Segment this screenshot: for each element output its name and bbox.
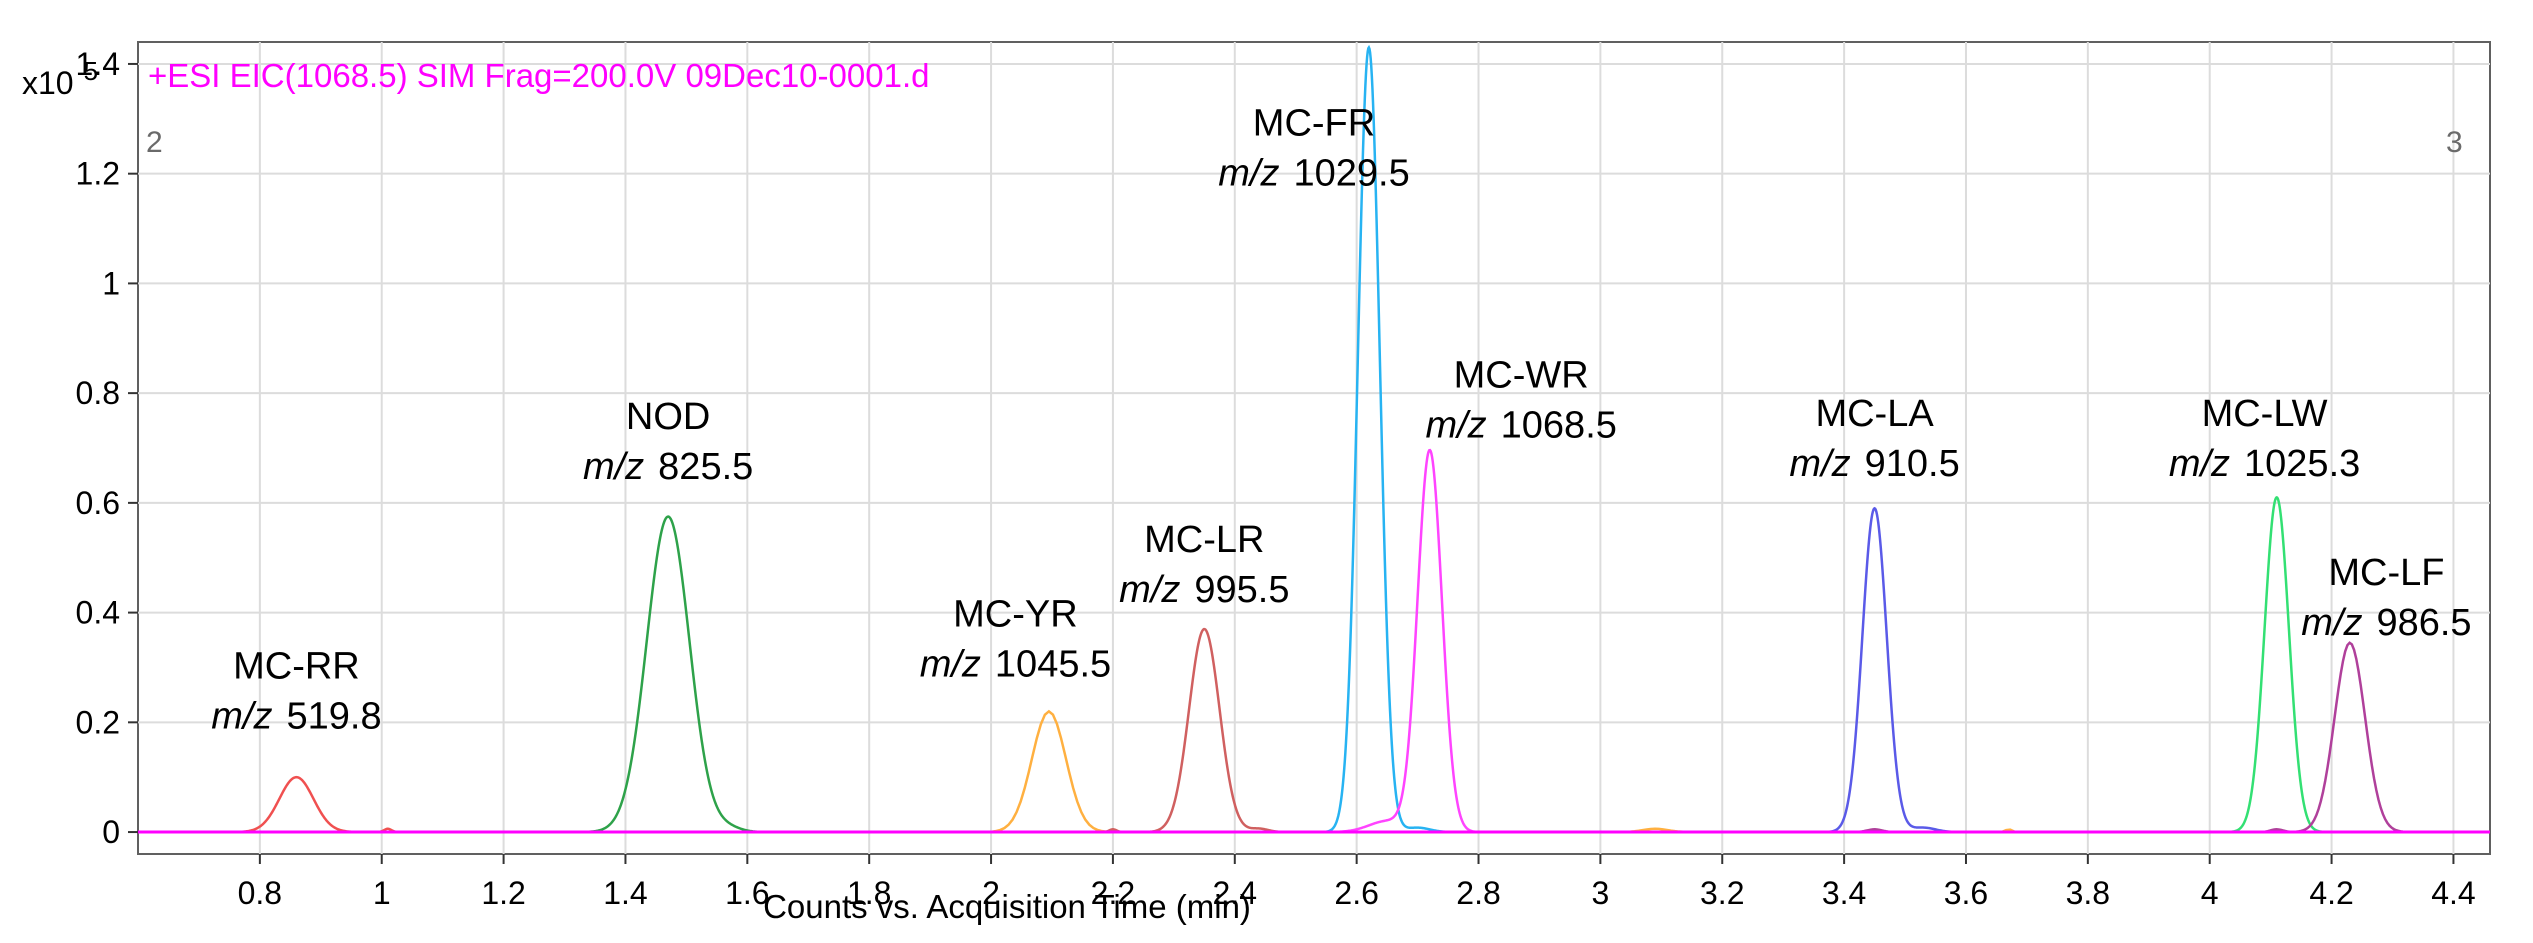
corner-left-label: 2 xyxy=(146,126,163,159)
mz-value: 1068.5 xyxy=(1501,405,1617,447)
peak-name-mc-lw: MC-LW xyxy=(2202,393,2328,435)
mz-prefix: m/z xyxy=(583,446,644,488)
x-tick-label: 3.8 xyxy=(2066,875,2110,911)
x-tick-label: 1.4 xyxy=(603,875,647,911)
mz-value: 1029.5 xyxy=(1293,152,1409,194)
x-tick-label: 1.8 xyxy=(847,875,891,911)
x-tick-label: 1.6 xyxy=(725,875,769,911)
series-trace-mc-rr xyxy=(219,775,405,834)
peak-name-mc-lr: MC-LR xyxy=(1144,519,1264,561)
peak-mz-mc-rr: m/z 519.8 xyxy=(211,695,381,737)
peak-name-mc-lf: MC-LF xyxy=(2328,552,2444,594)
x-tick-label: 3 xyxy=(1591,875,1609,911)
mz-prefix: m/z xyxy=(1425,405,1486,447)
peak-name-mc-fr: MC-FR xyxy=(1253,102,1375,144)
peak-name-mc-la: MC-LA xyxy=(1815,393,1934,435)
x-tick-label: 3.4 xyxy=(1822,875,1866,911)
x-tick-label: 3.6 xyxy=(1944,875,1988,911)
series-trace-nod xyxy=(572,515,784,834)
y-scale-base: x10 xyxy=(22,65,74,101)
series-trace-mc-lr xyxy=(1096,627,1301,834)
y-tick-label: 0.2 xyxy=(76,704,120,740)
y-tick-label: 1.2 xyxy=(76,156,120,192)
peak-mz-nod: m/z 825.5 xyxy=(583,446,753,488)
x-tick-label: 4 xyxy=(2201,875,2219,911)
grid-lines xyxy=(138,42,2490,854)
peak-name-nod: NOD xyxy=(626,396,710,438)
axes: 0.8 1 1.2 1.4 1.6 1.8 2 2.2 2.4 2.6 2.8 3 3.2 3.4 3.6 3… xyxy=(76,46,2476,911)
chart-title: +ESI EIC(1068.5) SIM Frag=200.0V 09Dec10… xyxy=(148,57,929,94)
y-tick-label: 0.6 xyxy=(76,485,120,521)
y-scale-exponent: 5 xyxy=(84,56,98,86)
series-trace-mc-lw xyxy=(2221,495,2332,834)
x-tick-label: 2.2 xyxy=(1091,875,1135,911)
peak-mz-mc-la: m/z 910.5 xyxy=(1789,443,1959,485)
peak-mz-mc-yr: m/z 1045.5 xyxy=(920,643,1111,685)
peak-name-mc-rr: MC-RR xyxy=(233,645,360,687)
x-axis-label: Counts vs. Acquisition Time (min) xyxy=(763,888,1251,925)
mz-prefix: m/z xyxy=(920,643,981,685)
peak-mz-mc-lf: m/z 986.5 xyxy=(2301,602,2471,644)
peak-mz-mc-fr: m/z 1029.5 xyxy=(1218,152,1409,194)
peak-mz-mc-lw: m/z 1025.3 xyxy=(2169,443,2360,485)
mz-prefix: m/z xyxy=(2169,443,2230,485)
plot-frame xyxy=(137,41,2491,855)
y-scale-label: x10 5 xyxy=(22,56,98,101)
x-tick-label: 0.8 xyxy=(238,875,282,911)
x-tick-label: 2.8 xyxy=(1456,875,1500,911)
x-tick-label: 4.4 xyxy=(2431,875,2475,911)
x-tick-label: 4.2 xyxy=(2309,875,2353,911)
mz-value: 910.5 xyxy=(1865,443,1960,485)
mz-prefix: m/z xyxy=(211,695,272,737)
mz-prefix: m/z xyxy=(1218,152,1279,194)
y-tick-label: 0.4 xyxy=(76,595,120,631)
mz-prefix: m/z xyxy=(1119,569,1180,611)
series-trace-mc-yr xyxy=(972,709,2023,834)
peak-mz-mc-wr: m/z 1068.5 xyxy=(1425,405,1616,447)
mz-value: 1025.3 xyxy=(2244,443,2360,485)
y-tick-label: 1.4 xyxy=(76,46,120,82)
x-tick-label: 2.6 xyxy=(1334,875,1378,911)
mz-value: 519.8 xyxy=(286,695,381,737)
peak-name-mc-yr: MC-YR xyxy=(953,593,1078,635)
x-tick-label: 1.2 xyxy=(481,875,525,911)
peak-name-mc-wr: MC-WR xyxy=(1454,355,1589,397)
x-tick-label: 2 xyxy=(982,875,1000,911)
y-tick-label: 0.8 xyxy=(76,375,120,411)
mz-prefix: m/z xyxy=(2301,602,2362,644)
mz-prefix: m/z xyxy=(1789,443,1850,485)
mz-value: 1045.5 xyxy=(995,643,1111,685)
peak-mz-mc-lr: m/z 995.5 xyxy=(1119,569,1289,611)
y-tick-label: 1 xyxy=(102,265,120,301)
x-tick-label: 1 xyxy=(373,875,391,911)
x-tick-label: 3.2 xyxy=(1700,875,1744,911)
y-tick-label: 0 xyxy=(102,814,120,850)
mz-value: 825.5 xyxy=(658,446,753,488)
mz-value: 995.5 xyxy=(1194,569,1289,611)
corner-right-label: 3 xyxy=(2446,126,2463,159)
mz-value: 986.5 xyxy=(2376,602,2471,644)
x-tick-label: 2.4 xyxy=(1213,875,1257,911)
